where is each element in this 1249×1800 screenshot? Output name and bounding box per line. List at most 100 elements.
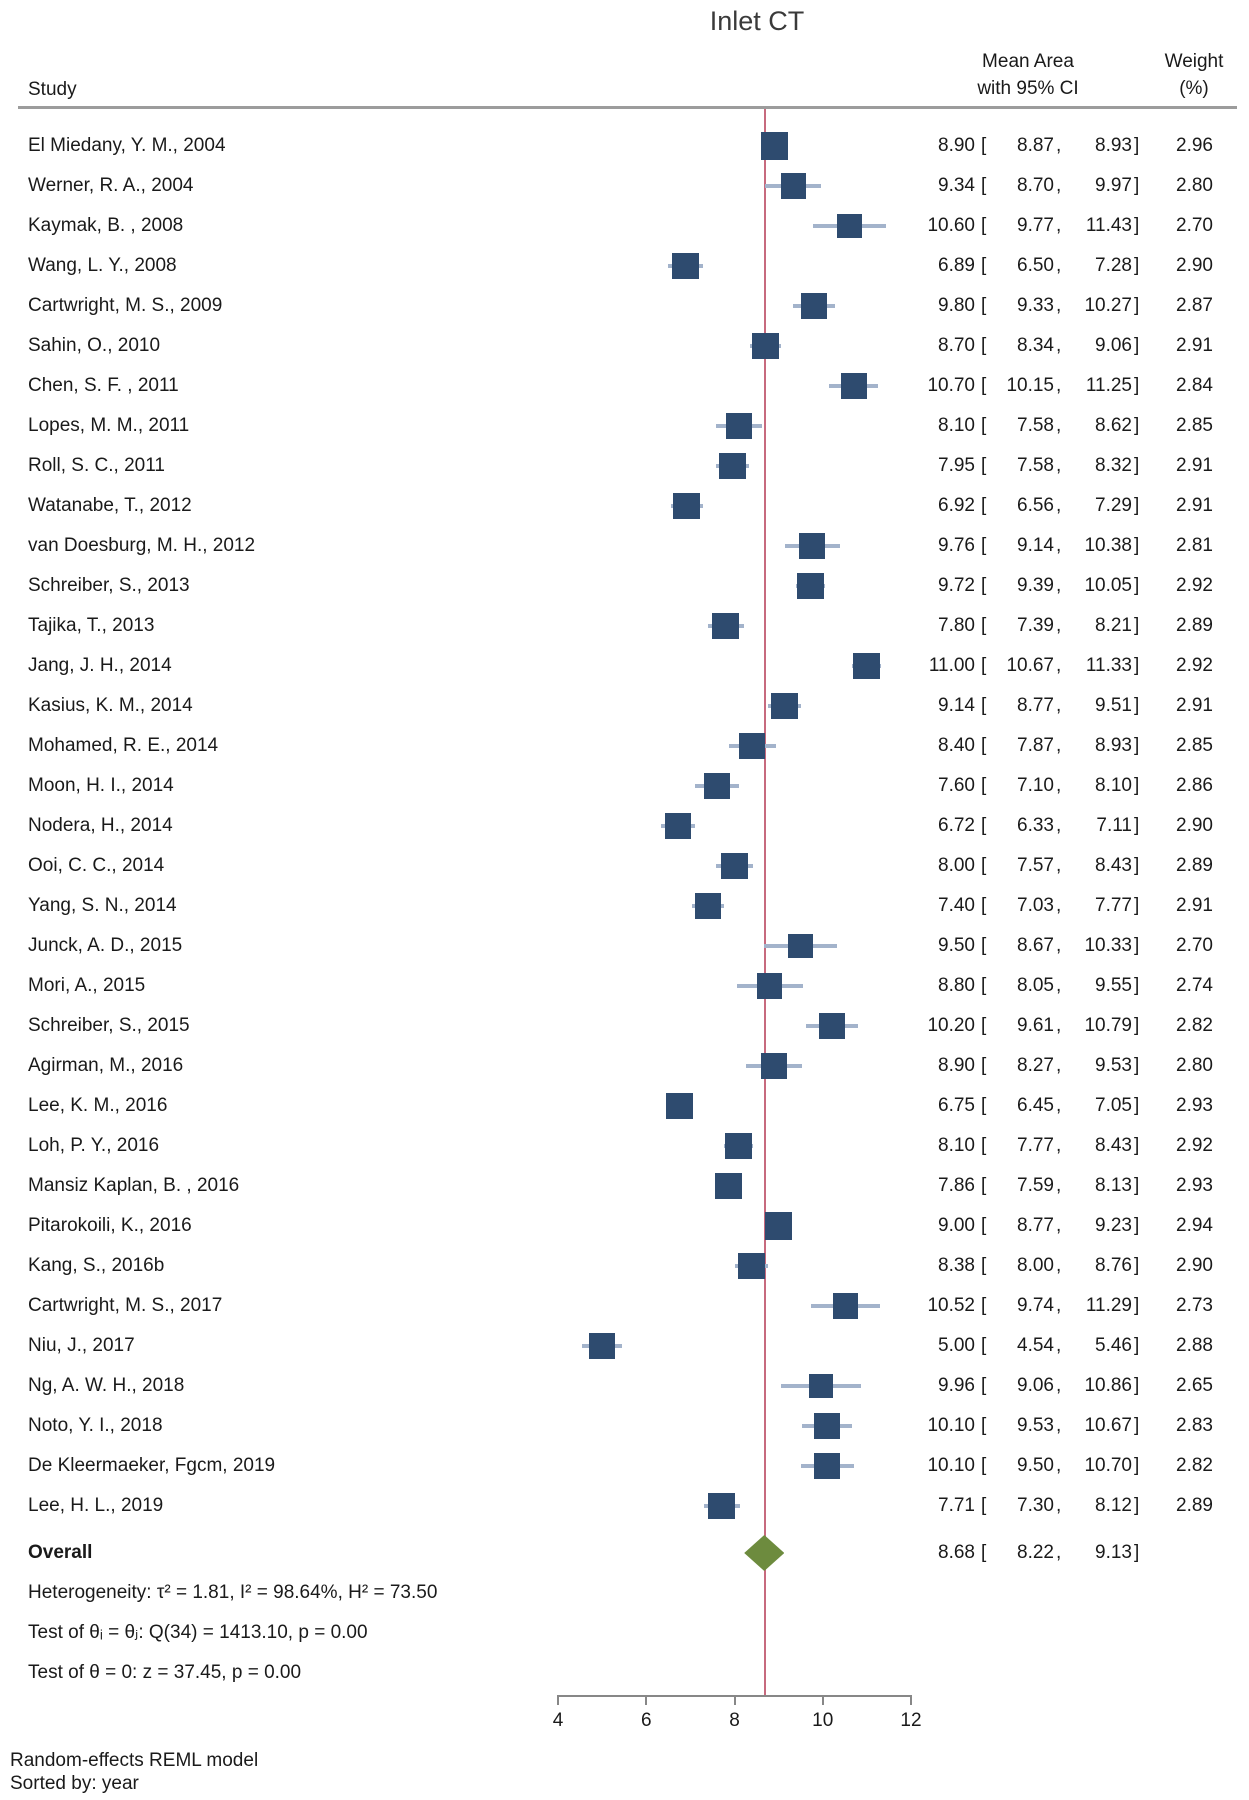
bracket-open: [ (981, 735, 987, 756)
bracket-open: [ (981, 1055, 987, 1076)
ci-upper-value: 7.77 (1095, 895, 1132, 916)
bracket-close: ] (1134, 975, 1140, 996)
bracket-open: [ (981, 335, 987, 356)
bracket-open: [ (981, 695, 987, 716)
effect-mean-value: 8.10 (938, 1135, 975, 1156)
bracket-open: [ (981, 575, 987, 596)
ci-upper-value: 10.33 (1084, 935, 1132, 956)
ci-lower-value: 8.67 (1017, 935, 1054, 956)
study-label: Loh, P. Y., 2016 (28, 1135, 160, 1156)
x-axis-tick-label: 4 (552, 1710, 564, 1731)
effect-mean-value: 9.80 (938, 295, 975, 316)
ci-upper-value: 8.76 (1095, 1255, 1132, 1276)
effect-mean-value: 6.92 (938, 495, 975, 516)
study-row: Ooi, C. C., 2014 8.00 [7.57, 8.43] 2.89 (0, 846, 1249, 886)
comma-separator: , (1056, 495, 1062, 516)
effect-mean-value: 9.00 (938, 1215, 975, 1236)
ci-upper-value: 9.13 (1095, 1542, 1132, 1563)
study-row: Kaymak, B. , 2008 10.60 [9.77, 11.43] 2.70 (0, 206, 1249, 246)
effect-square (708, 1492, 735, 1520)
study-label: Moon, H. I., 2014 (28, 775, 174, 796)
bracket-open: [ (981, 615, 987, 636)
study-row: Mohamed, R. E., 2014 8.40 [7.87, 8.93] 2.85 (0, 726, 1249, 766)
effect-mean-value: 9.50 (938, 935, 975, 956)
ci-lower-value: 9.77 (1017, 215, 1054, 236)
ci-upper-value: 10.38 (1084, 535, 1132, 556)
weight-value: 2.91 (1176, 335, 1213, 356)
bracket-close: ] (1134, 1215, 1140, 1236)
ci-lower-value: 7.87 (1017, 735, 1054, 756)
overall-diamond (744, 1535, 785, 1571)
bracket-open: [ (981, 375, 987, 396)
effect-square (814, 1453, 841, 1479)
weight-value: 2.88 (1176, 1335, 1213, 1356)
column-header-weight-line2: (%) (1179, 78, 1209, 99)
effect-mean-value: 5.00 (938, 1335, 975, 1356)
ci-upper-value: 11.29 (1085, 1295, 1132, 1316)
effect-mean-value: 9.96 (938, 1375, 975, 1396)
bracket-open: [ (981, 1495, 987, 1516)
ci-lower-value: 6.56 (1017, 495, 1054, 516)
comma-separator: , (1056, 1015, 1062, 1036)
bracket-close: ] (1134, 815, 1140, 836)
ci-lower-value: 6.45 (1017, 1095, 1054, 1116)
ci-upper-value: 11.33 (1085, 655, 1132, 676)
effect-mean-value: 10.20 (927, 1015, 975, 1036)
effect-mean-value: 7.86 (938, 1175, 975, 1196)
bracket-close: ] (1134, 135, 1140, 156)
weight-value: 2.94 (1176, 1215, 1213, 1236)
weight-value: 2.82 (1176, 1455, 1213, 1476)
comma-separator: , (1056, 1295, 1062, 1316)
study-label: Mansiz Kaplan, B. , 2016 (28, 1175, 240, 1196)
bracket-open: [ (981, 1375, 987, 1396)
study-label: Nodera, H., 2014 (28, 815, 173, 836)
weight-value: 2.82 (1176, 1015, 1213, 1036)
weight-value: 2.87 (1176, 295, 1213, 316)
bracket-close: ] (1134, 1375, 1140, 1396)
weight-value: 2.86 (1176, 775, 1213, 796)
bracket-close: ] (1134, 415, 1140, 436)
column-header-effect: Mean Area with 95% CI (977, 48, 1078, 102)
x-axis-tick (910, 1695, 912, 1705)
weight-value: 2.89 (1176, 1495, 1213, 1516)
overall-label: Overall (28, 1542, 93, 1563)
comma-separator: , (1056, 935, 1062, 956)
weight-value: 2.90 (1176, 255, 1213, 276)
bracket-close: ] (1134, 335, 1140, 356)
ci-lower-value: 9.33 (1017, 295, 1054, 316)
study-row: El Miedany, Y. M., 2004 8.90 [8.87, 8.93] 2.… (0, 126, 1249, 166)
study-row: Chen, S. F. , 2011 10.70 [10.15, 11.25] 2.84 (0, 366, 1249, 406)
effect-square (836, 213, 862, 239)
weight-value: 2.89 (1176, 615, 1213, 636)
effect-square (840, 372, 867, 400)
bracket-close: ] (1134, 295, 1140, 316)
ci-upper-value: 10.70 (1084, 1455, 1132, 1476)
study-label: De Kleermaeker, Fgcm, 2019 (28, 1455, 276, 1476)
weight-value: 2.70 (1176, 935, 1213, 956)
comma-separator: , (1056, 375, 1062, 396)
effect-mean-value: 8.10 (938, 415, 975, 436)
study-row: Niu, J., 2017 5.00 [4.54, 5.46] 2.88 (0, 1326, 1249, 1366)
effect-mean-value: 6.89 (938, 255, 975, 276)
effect-square (808, 1373, 834, 1399)
effect-mean-value: 8.40 (938, 735, 975, 756)
bracket-open: [ (981, 1542, 987, 1563)
x-axis-tick-label: 12 (900, 1710, 922, 1731)
x-axis-tick-label: 8 (729, 1710, 740, 1731)
ci-upper-value: 8.13 (1095, 1175, 1132, 1196)
ci-lower-value: 8.22 (1017, 1542, 1054, 1563)
ci-lower-value: 8.70 (1017, 175, 1054, 196)
bracket-close: ] (1134, 175, 1140, 196)
comma-separator: , (1056, 1135, 1062, 1156)
ci-upper-value: 8.10 (1095, 775, 1132, 796)
study-label: Schreiber, S., 2013 (28, 575, 190, 596)
study-row: Lopes, M. M., 2011 8.10 [7.58, 8.62] 2.85 (0, 406, 1249, 446)
comma-separator: , (1056, 855, 1062, 876)
bracket-open: [ (981, 295, 987, 316)
bracket-open: [ (981, 655, 987, 676)
bracket-open: [ (981, 255, 987, 276)
comma-separator: , (1056, 1495, 1062, 1516)
study-row: Ng, A. W. H., 2018 9.96 [9.06, 10.86] 2.65 (0, 1366, 1249, 1406)
stat-note: Test of θ = 0: z = 37.45, p = 0.00 (28, 1662, 302, 1683)
